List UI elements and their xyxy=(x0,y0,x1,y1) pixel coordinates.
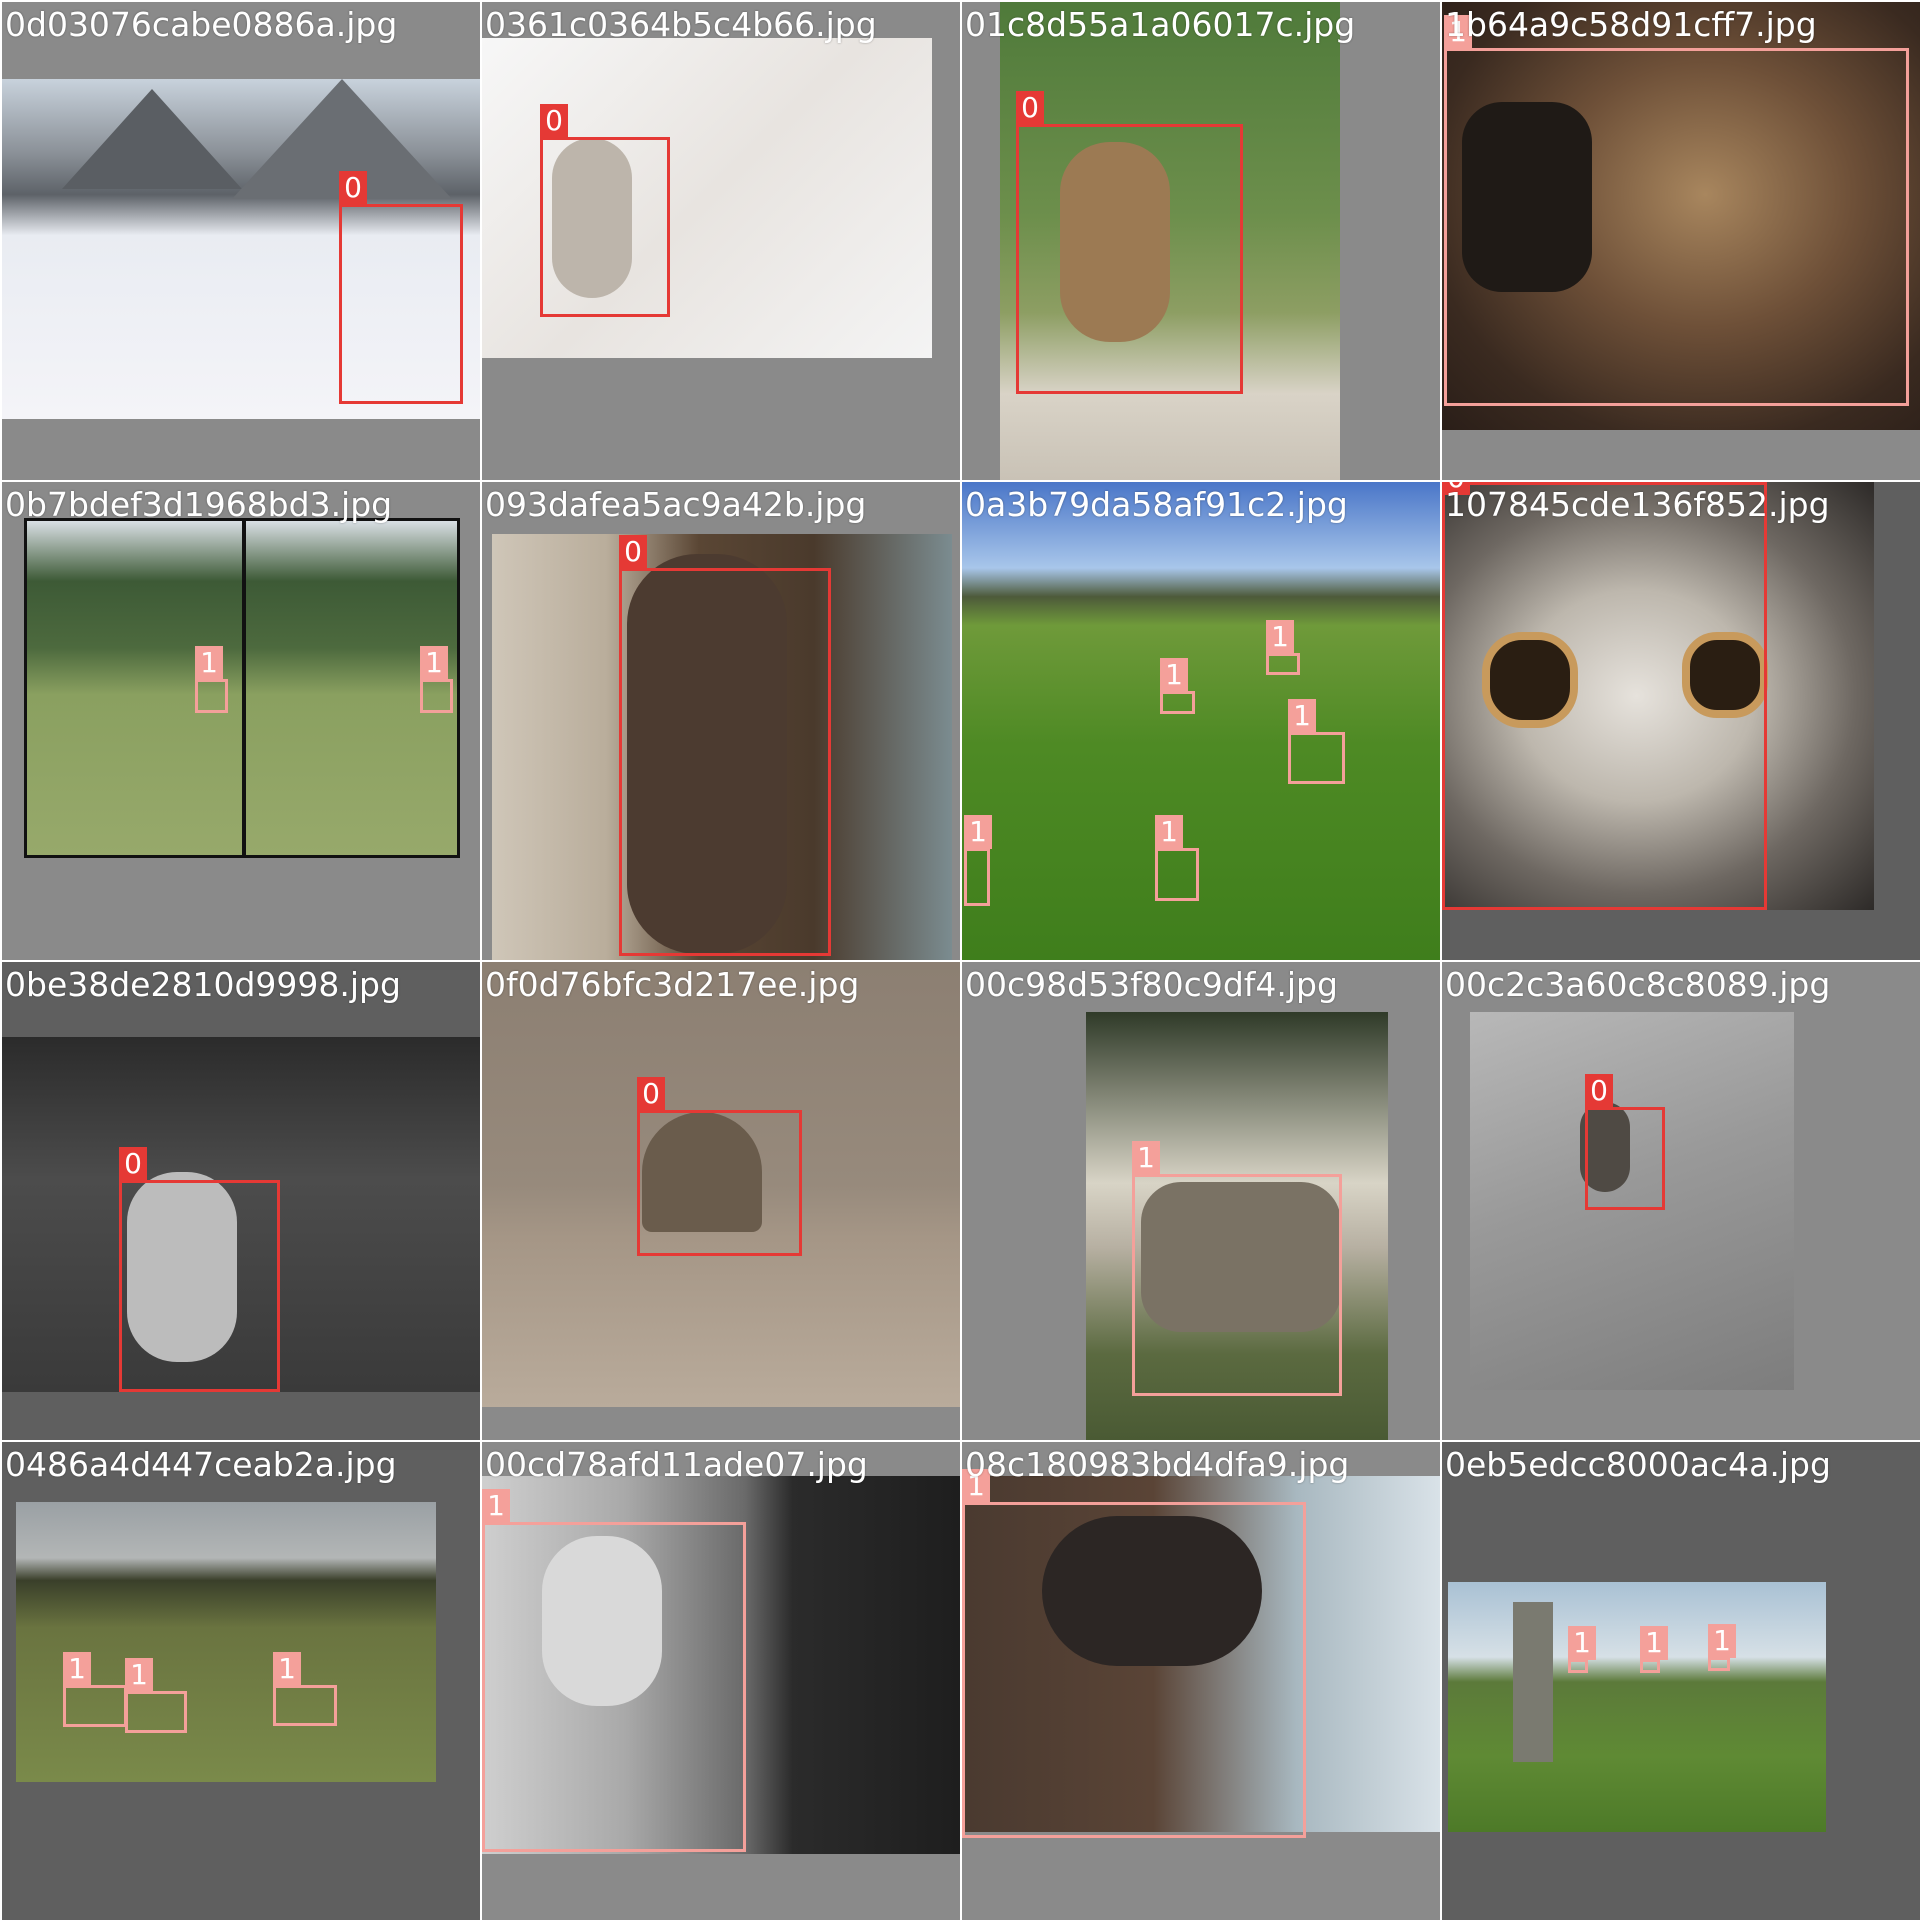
photo xyxy=(1442,482,1874,910)
filename-label: 0eb5edcc8000ac4a.jpg xyxy=(1445,1445,1831,1484)
detection-box: 1 xyxy=(1160,658,1195,714)
detection-box: 1 xyxy=(273,1652,337,1726)
detection-box: 1 xyxy=(125,1658,187,1733)
photo xyxy=(962,1476,1440,1832)
class-label: 1 xyxy=(273,1652,301,1686)
class-label: 1 xyxy=(1266,620,1294,654)
class-label: 0 xyxy=(1016,91,1044,125)
class-label: 0 xyxy=(619,535,647,569)
detection-box: 1 xyxy=(1640,1626,1668,1673)
image-tile: 0be38de2810d9998.jpg 0 xyxy=(2,962,480,1440)
class-label: 1 xyxy=(1444,15,1472,49)
photo xyxy=(1442,2,1920,430)
image-tile: 1b64a9c58d91cff7.jpg 1 xyxy=(1442,2,1920,480)
image-tile: 0a3b79da58af91c2.jpg 1 1 1 1 1 xyxy=(962,482,1440,960)
detection-box: 0 xyxy=(1016,91,1243,394)
photo xyxy=(2,1037,480,1392)
image-tile: 0d03076cabe0886a.jpg 0 xyxy=(2,2,480,480)
detection-box: 1 xyxy=(1568,1626,1596,1673)
filename-label: 00c98d53f80c9df4.jpg xyxy=(965,965,1338,1004)
image-tile: 00cd78afd11ade07.jpg 1 xyxy=(482,1442,960,1920)
image-tile: 0486a4d447ceab2a.jpg 1 1 1 xyxy=(2,1442,480,1920)
class-label: 1 xyxy=(964,815,992,849)
detection-box: 1 xyxy=(482,1489,746,1852)
filename-label: 00c2c3a60c8c8089.jpg xyxy=(1445,965,1831,1004)
class-label: 0 xyxy=(339,171,367,205)
image-tile: 093dafea5ac9a42b.jpg 0 xyxy=(482,482,960,960)
photo xyxy=(1086,1012,1388,1440)
class-label: 1 xyxy=(1288,699,1316,733)
photo xyxy=(482,1476,960,1854)
photo xyxy=(16,1502,436,1782)
detection-box: 1 xyxy=(1288,699,1345,784)
class-label: 1 xyxy=(195,646,223,680)
photo xyxy=(962,482,1440,960)
photo xyxy=(1000,2,1340,480)
detection-box: 0 xyxy=(619,535,831,956)
detection-box: 1 xyxy=(1708,1624,1736,1671)
detection-box: 0 xyxy=(1585,1074,1665,1210)
filename-label: 1b64a9c58d91cff7.jpg xyxy=(1445,5,1817,44)
image-tile: 0361c0364b5c4b66.jpg 0 xyxy=(482,2,960,480)
class-label: 1 xyxy=(125,1658,153,1692)
class-label: 1 xyxy=(962,1469,990,1503)
detection-box: 0 xyxy=(1442,482,1767,910)
filename-label: 107845cde136f852.jpg xyxy=(1445,485,1830,524)
filename-label: 08c180983bd4dfa9.jpg xyxy=(965,1445,1350,1484)
photo xyxy=(1448,1582,1826,1832)
class-label: 1 xyxy=(1160,658,1188,692)
photo xyxy=(482,962,960,1407)
filename-label: 00cd78afd11ade07.jpg xyxy=(485,1445,868,1484)
class-label: 1 xyxy=(482,1489,510,1523)
image-tile: 107845cde136f852.jpg 0 xyxy=(1442,482,1920,960)
image-tile: 0eb5edcc8000ac4a.jpg 1 1 1 xyxy=(1442,1442,1920,1920)
class-label: 0 xyxy=(1585,1074,1613,1108)
detection-box: 0 xyxy=(637,1077,802,1256)
class-label: 1 xyxy=(1708,1624,1736,1658)
detection-box: 1 xyxy=(1132,1141,1342,1396)
detection-box: 1 xyxy=(962,1469,1306,1838)
class-label: 1 xyxy=(63,1652,91,1686)
image-tile: 0b7bdef3d1968bd3.jpg 1 1 xyxy=(2,482,480,960)
detection-box: 1 xyxy=(1266,620,1300,675)
class-label: 1 xyxy=(420,646,448,680)
image-tile: 00c98d53f80c9df4.jpg 1 xyxy=(962,962,1440,1440)
detection-box: 0 xyxy=(540,104,670,317)
filename-label: 093dafea5ac9a42b.jpg xyxy=(485,485,867,524)
class-label: 1 xyxy=(1640,1626,1668,1660)
detection-box: 1 xyxy=(195,646,228,713)
image-tile: 0f0d76bfc3d217ee.jpg 0 xyxy=(482,962,960,1440)
class-label: 0 xyxy=(637,1077,665,1111)
filename-label: 0b7bdef3d1968bd3.jpg xyxy=(5,485,393,524)
detection-box: 1 xyxy=(1444,15,1909,406)
filename-label: 0361c0364b5c4b66.jpg xyxy=(485,5,877,44)
filename-label: 0f0d76bfc3d217ee.jpg xyxy=(485,965,860,1004)
filename-label: 0a3b79da58af91c2.jpg xyxy=(965,485,1348,524)
filename-label: 0486a4d447ceab2a.jpg xyxy=(5,1445,397,1484)
photo xyxy=(492,534,952,960)
image-tile: 08c180983bd4dfa9.jpg 1 xyxy=(962,1442,1440,1920)
detection-box: 1 xyxy=(964,815,992,906)
detection-box: 1 xyxy=(1155,815,1199,901)
detection-box: 1 xyxy=(63,1652,127,1727)
filename-label: 01c8d55a1a06017c.jpg xyxy=(965,5,1356,44)
class-label: 1 xyxy=(1132,1141,1160,1175)
detection-box: 1 xyxy=(420,646,453,713)
detection-box: 0 xyxy=(119,1147,280,1392)
photo xyxy=(482,38,932,358)
class-label: 0 xyxy=(540,104,568,138)
class-label: 1 xyxy=(1155,815,1183,849)
class-label: 0 xyxy=(1442,482,1470,495)
image-tile: 00c2c3a60c8c8089.jpg 0 xyxy=(1442,962,1920,1440)
filename-label: 0be38de2810d9998.jpg xyxy=(5,965,401,1004)
class-label: 1 xyxy=(1568,1626,1596,1660)
photo xyxy=(24,518,460,858)
photo xyxy=(1470,1012,1794,1390)
photo xyxy=(2,79,480,419)
class-label: 0 xyxy=(119,1147,147,1181)
filename-label: 0d03076cabe0886a.jpg xyxy=(5,5,398,44)
image-tile: 01c8d55a1a06017c.jpg 0 xyxy=(962,2,1440,480)
detection-box: 0 xyxy=(339,171,463,404)
